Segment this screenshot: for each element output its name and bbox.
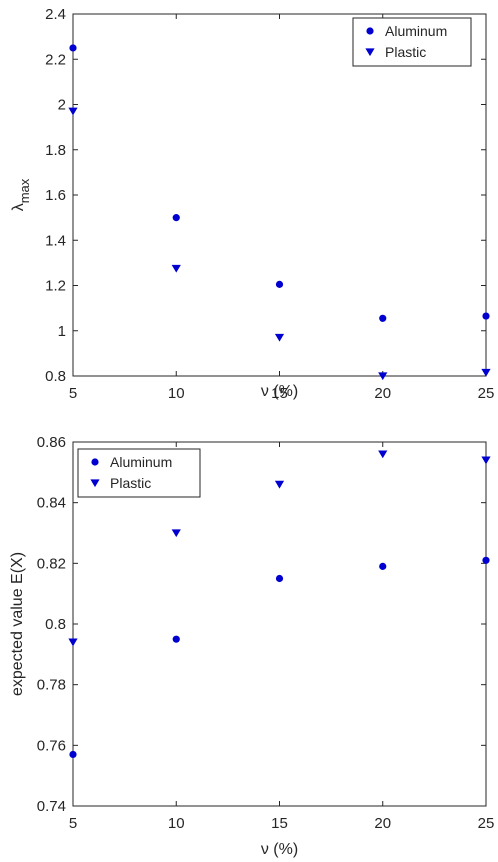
x-tick-label: 15	[271, 815, 288, 832]
x-tick-label: 10	[168, 385, 185, 402]
legend-marker-aluminum	[91, 458, 99, 466]
legend-marker-plastic	[90, 479, 100, 488]
y-tick-label: 1.8	[45, 142, 66, 159]
y-tick-label: 1.2	[45, 278, 66, 295]
legend-label: Aluminum	[385, 23, 447, 39]
data-point-plastic	[68, 107, 78, 116]
data-point-aluminum	[69, 750, 77, 759]
y-tick-label: 1.4	[45, 232, 66, 249]
data-point-aluminum	[172, 214, 180, 222]
legend-marker-plastic	[365, 48, 375, 57]
data-point-aluminum	[379, 314, 387, 322]
legend-label: Plastic	[110, 475, 151, 491]
x-tick-label: 20	[374, 385, 391, 402]
x-tick-label: 5	[69, 815, 77, 832]
data-point-aluminum	[275, 574, 284, 583]
legend-label: Aluminum	[110, 454, 172, 470]
y-tick-label: 2.4	[45, 6, 66, 23]
legend: Aluminum Plastic	[77, 448, 201, 498]
y-tick-label: 1.6	[45, 187, 66, 204]
data-point-plastic	[481, 368, 491, 377]
data-point-aluminum	[275, 280, 284, 288]
data-point-plastic	[274, 480, 285, 489]
y-axis-label: λmax	[10, 178, 32, 211]
x-tick-label: 10	[168, 815, 185, 832]
y-tick-label: 1	[58, 323, 66, 340]
data-point-plastic	[378, 372, 388, 381]
y-tick-label: 0.86	[37, 434, 66, 451]
data-point-aluminum	[379, 562, 387, 570]
data-point-aluminum	[482, 556, 490, 564]
y-tick-label: 2	[58, 97, 66, 114]
legend-label: Plastic	[385, 44, 426, 60]
chart-expected-value: 5 10 15 20 25 0.74 0.76 0.78 0.8 0.82 0.84 0.86 ν (%…	[9, 434, 494, 858]
y-tick-label: 0.82	[37, 555, 66, 572]
y-tick-label: 0.76	[37, 737, 66, 754]
x-axis-label: ν (%)	[261, 383, 298, 400]
legend: Aluminum Plastic	[352, 17, 472, 67]
y-axis-label: expected value E(X)	[9, 552, 26, 696]
legend-marker-aluminum	[366, 27, 374, 35]
legend-box	[352, 17, 472, 67]
x-tick-label: 25	[478, 815, 495, 832]
legend-box	[77, 448, 201, 498]
x-axis-label: ν (%)	[261, 841, 298, 858]
data-point-plastic	[171, 264, 181, 273]
x-tick-label: 5	[69, 385, 77, 402]
data-point-plastic	[481, 456, 491, 465]
data-point-plastic	[274, 333, 285, 342]
data-point-plastic	[68, 638, 78, 647]
x-tick-label: 25	[478, 385, 495, 402]
y-tick-label: 0.78	[37, 677, 66, 694]
x-tick-label: 20	[374, 815, 391, 832]
y-tick-label: 2.2	[45, 51, 66, 68]
data-point-aluminum	[69, 44, 77, 52]
data-point-plastic	[171, 529, 181, 538]
data-point-plastic	[378, 450, 388, 459]
data-point-aluminum	[172, 635, 180, 643]
y-tick-label: 0.74	[37, 798, 66, 815]
y-tick-label: 0.84	[37, 495, 66, 512]
x-tick-label: 15	[271, 385, 288, 402]
y-tick-label: 0.8	[45, 616, 66, 633]
plot-area	[72, 13, 487, 377]
y-tick-label: 0.8	[45, 368, 66, 385]
chart-lambda-max: 5 10 15 20 25 0.8 1 1.2 1.4 1.6 1.8 2 2.2 2.4 ν (%) λma…	[10, 6, 494, 402]
data-point-aluminum	[482, 312, 490, 320]
